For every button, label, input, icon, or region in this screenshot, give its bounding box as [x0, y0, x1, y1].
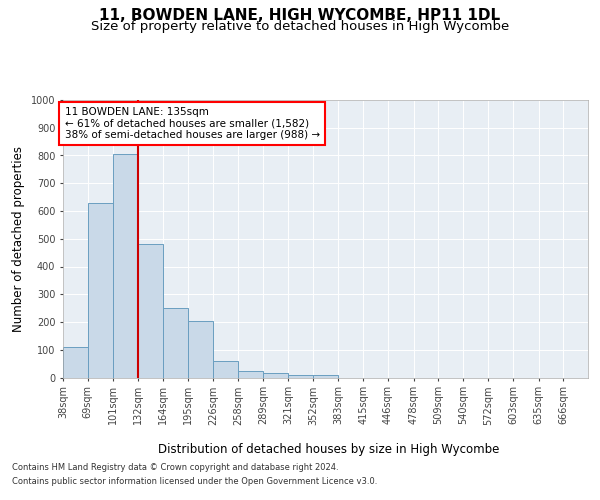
Bar	[238, 370, 263, 378]
Text: 11, BOWDEN LANE, HIGH WYCOMBE, HP11 1DL: 11, BOWDEN LANE, HIGH WYCOMBE, HP11 1DL	[100, 8, 500, 22]
Bar	[138, 244, 163, 378]
Bar	[63, 347, 88, 378]
Bar	[113, 154, 138, 378]
Text: Size of property relative to detached houses in High Wycombe: Size of property relative to detached ho…	[91, 20, 509, 33]
Text: 11 BOWDEN LANE: 135sqm
← 61% of detached houses are smaller (1,582)
38% of semi-: 11 BOWDEN LANE: 135sqm ← 61% of detached…	[65, 107, 320, 140]
Text: Contains HM Land Registry data © Crown copyright and database right 2024.: Contains HM Land Registry data © Crown c…	[12, 464, 338, 472]
Text: Contains public sector information licensed under the Open Government Licence v3: Contains public sector information licen…	[12, 477, 377, 486]
Bar	[213, 361, 238, 378]
Bar	[313, 374, 338, 378]
Bar	[88, 202, 113, 378]
Bar	[289, 376, 313, 378]
Text: Distribution of detached houses by size in High Wycombe: Distribution of detached houses by size …	[158, 442, 499, 456]
Bar	[263, 373, 289, 378]
Bar	[188, 320, 213, 378]
Y-axis label: Number of detached properties: Number of detached properties	[13, 146, 25, 332]
Bar	[163, 308, 188, 378]
